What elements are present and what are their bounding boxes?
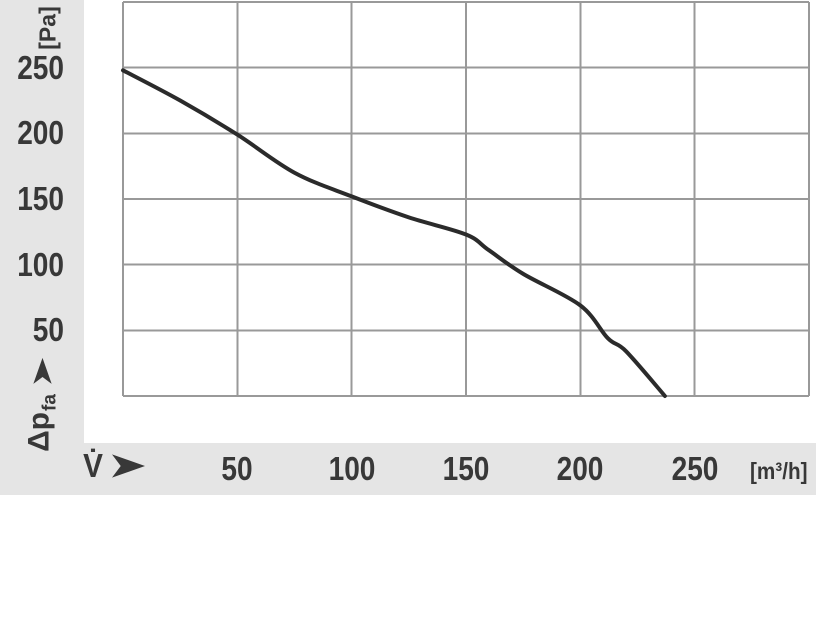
x-axis-symbol: V̇	[83, 447, 103, 484]
y-tick-label: 200	[17, 114, 64, 152]
y-tick-label: 50	[32, 311, 64, 349]
x-tick-label: 250	[671, 450, 719, 487]
y-axis-label: Δpfa	[23, 358, 62, 452]
x-tick-label: 100	[328, 450, 376, 487]
gridlines	[122, 1, 810, 397]
x-axis-label: V̇	[82, 447, 146, 485]
x-axis-arrow-icon	[112, 454, 146, 478]
fan-curve-line	[121, 68, 667, 398]
x-tick-label: 50	[221, 450, 253, 487]
y-axis-symbol: Δpfa	[22, 394, 61, 452]
y-tick-label: 100	[17, 245, 64, 283]
y-axis-arrow-icon	[32, 358, 52, 385]
y-tick-label: 150	[17, 180, 64, 218]
y-axis-unit: [Pa]	[34, 6, 61, 50]
x-axis-unit: [m³/h]	[750, 458, 808, 484]
y-axis-subscript: fa	[39, 394, 61, 412]
y-tick-label: 250	[17, 48, 64, 86]
x-tick-label: 150	[442, 450, 490, 487]
x-tick-label: 200	[556, 450, 604, 487]
